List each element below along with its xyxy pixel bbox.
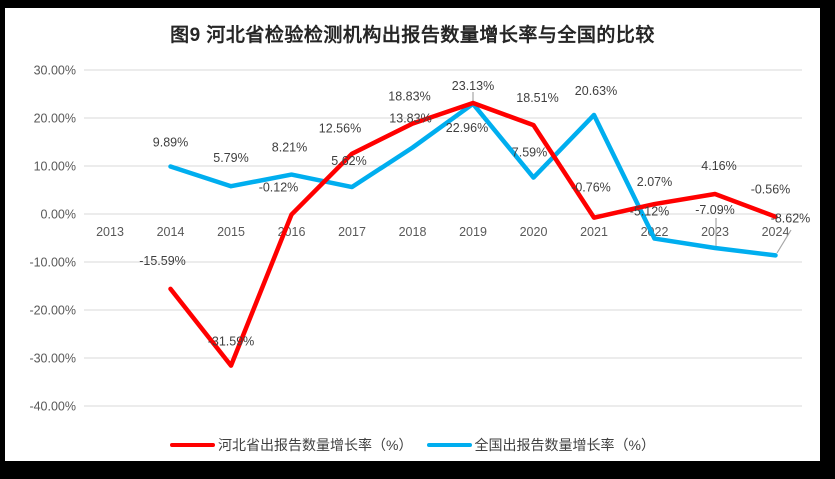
data-label: -8.62%	[771, 211, 811, 225]
data-label: 5.79%	[213, 151, 248, 165]
data-label: 9.89%	[153, 136, 188, 150]
data-label: 23.13%	[452, 79, 494, 93]
x-axis-tick-label: 2014	[157, 225, 185, 239]
chart-canvas: 30.00% 20.00% 10.00% 0.00% -10.00% -20.00% -30…	[5, 8, 820, 461]
x-axis-tick-label: 2017	[338, 225, 366, 239]
y-axis-tick-label: 0.00%	[41, 208, 76, 222]
data-label: -0.12%	[259, 181, 299, 195]
legend-label-national: 全国出报告数量增长率（%）	[474, 437, 655, 453]
y-axis-tick-label: 30.00%	[34, 64, 76, 78]
data-label: 4.16%	[701, 159, 736, 173]
x-axis-tick-label: 2023	[701, 225, 729, 239]
data-label: -0.56%	[751, 183, 791, 197]
y-axis-tick-label: -10.00%	[29, 256, 76, 270]
x-axis-tick-label: 2015	[217, 225, 245, 239]
data-label: 2.07%	[637, 175, 672, 189]
chart-title: 图9 河北省检验检测机构出报告数量增长率与全国的比较	[170, 25, 655, 46]
x-axis-tick-label: 2024	[762, 225, 790, 239]
y-axis-tick-label: -30.00%	[29, 352, 76, 366]
data-label: 20.63%	[575, 84, 617, 98]
data-label: 13.83%	[389, 112, 431, 126]
y-axis-tick-label: -20.00%	[29, 304, 76, 318]
x-axis-tick-label: 2018	[399, 225, 427, 239]
legend-item-national: 全国出报告数量增长率（%）	[426, 435, 655, 455]
data-label: 8.21%	[272, 141, 307, 155]
label-leader-line	[776, 229, 792, 254]
legend-line-swatch-national	[426, 442, 472, 448]
chart-legend: 河北省出报告数量增长率（%） 全国出报告数量增长率（%）	[5, 435, 820, 455]
x-axis-tick-label: 2013	[96, 225, 124, 239]
legend-line-swatch-hebei	[170, 442, 216, 448]
line-chart-plot: 30.00% 20.00% 10.00% 0.00% -10.00% -20.00% -30…	[29, 64, 811, 414]
data-label: 18.83%	[388, 90, 430, 104]
data-label: -5.12%	[630, 205, 670, 219]
y-axis-tick-label: 10.00%	[34, 160, 76, 174]
x-axis-tick-label: 2021	[580, 225, 608, 239]
data-label: 7.59%	[512, 146, 547, 160]
data-label: 12.56%	[319, 122, 361, 136]
data-label: -0.76%	[571, 181, 611, 195]
x-axis-tick-label: 2019	[459, 225, 487, 239]
series-line-hebei	[168, 100, 778, 368]
legend-label-hebei: 河北省出报告数量增长率（%）	[218, 437, 413, 453]
y-axis-tick-label: -40.00%	[29, 400, 76, 414]
data-label: -15.59%	[139, 254, 186, 268]
data-label: -31.59%	[208, 335, 255, 349]
y-axis-tick-label: 20.00%	[34, 112, 76, 126]
data-label: -7.09%	[695, 203, 735, 217]
data-label: 5.62%	[331, 154, 366, 168]
legend-item-hebei: 河北省出报告数量增长率（%）	[170, 435, 413, 455]
data-label: 18.51%	[516, 91, 558, 105]
data-label: 22.96%	[446, 121, 488, 135]
x-axis-tick-label: 2020	[520, 225, 548, 239]
